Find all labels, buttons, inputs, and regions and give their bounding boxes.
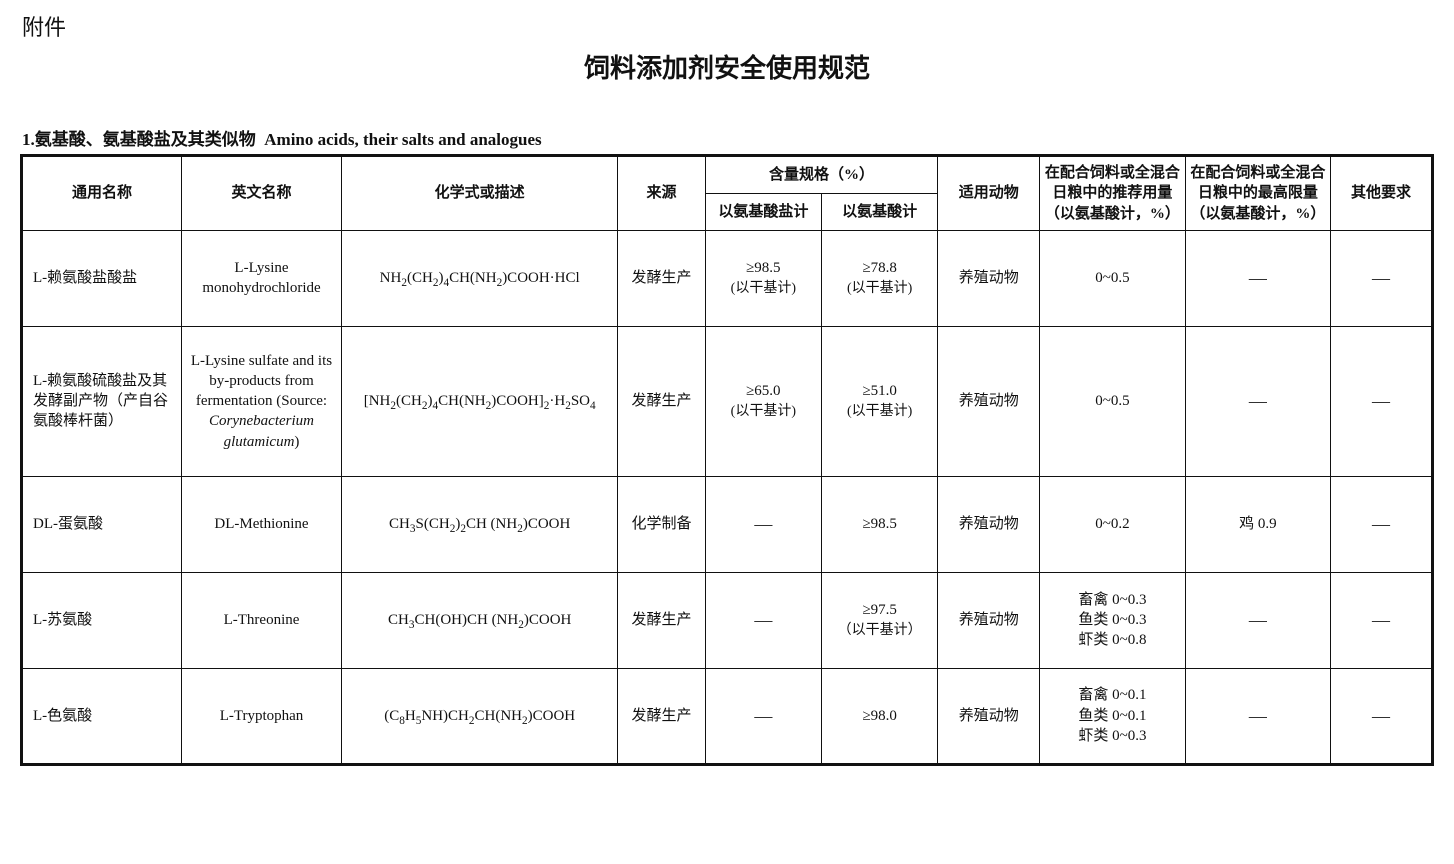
col-content-spec: 含量规格（%） bbox=[705, 156, 938, 194]
table-row: L-赖氨酸硫酸盐及其发酵副产物（产自谷氨酸棒杆菌）L-Lysine sulfat… bbox=[22, 326, 1433, 476]
table-row: L-色氨酸L-Tryptophan(C8H5NH)CH2CH(NH2)COOH发… bbox=[22, 668, 1433, 764]
table-body: L-赖氨酸盐酸盐L-Lysine monohydrochlorideNH2(CH… bbox=[22, 230, 1433, 764]
table-row: L-苏氨酸L-ThreonineCH3CH(OH)CH (NH2)COOH发酵生… bbox=[22, 572, 1433, 668]
cell-common-name: L-赖氨酸硫酸盐及其发酵副产物（产自谷氨酸棒杆菌） bbox=[22, 326, 182, 476]
table-row: DL-蛋氨酸DL-MethionineCH3S(CH2)2CH (NH2)COO… bbox=[22, 476, 1433, 572]
cell-english-name: DL-Methionine bbox=[182, 476, 342, 572]
cell-source: 发酵生产 bbox=[618, 668, 705, 764]
cell-formula: [NH2(CH2)4CH(NH2)COOH]2·H2SO4 bbox=[342, 326, 618, 476]
cell-max-limit: — bbox=[1185, 668, 1330, 764]
section-number: 1. bbox=[22, 130, 35, 149]
cell-other: — bbox=[1331, 668, 1433, 764]
attachment-label: 附件 bbox=[22, 10, 1434, 42]
cell-other: — bbox=[1331, 476, 1433, 572]
amino-acids-table: 通用名称 英文名称 化学式或描述 来源 含量规格（%） 适用动物 在配合饲料或全… bbox=[20, 154, 1434, 766]
cell-content-acid: ≥98.0 bbox=[822, 668, 938, 764]
table-row: L-赖氨酸盐酸盐L-Lysine monohydrochlorideNH2(CH… bbox=[22, 230, 1433, 326]
col-recommended: 在配合饲料或全混合日粮中的推荐用量（以氨基酸计，%） bbox=[1040, 156, 1185, 231]
cell-english-name: L-Threonine bbox=[182, 572, 342, 668]
cell-english-name: L-Tryptophan bbox=[182, 668, 342, 764]
cell-formula: (C8H5NH)CH2CH(NH2)COOH bbox=[342, 668, 618, 764]
cell-content-acid: ≥51.0(以干基计) bbox=[822, 326, 938, 476]
cell-source: 发酵生产 bbox=[618, 230, 705, 326]
cell-animals: 养殖动物 bbox=[938, 476, 1040, 572]
section-title-cn: 氨基酸、氨基酸盐及其类似物 bbox=[35, 130, 256, 149]
cell-source: 发酵生产 bbox=[618, 326, 705, 476]
cell-recommended: 0~0.2 bbox=[1040, 476, 1185, 572]
col-source: 来源 bbox=[618, 156, 705, 231]
cell-other: — bbox=[1331, 326, 1433, 476]
cell-common-name: L-色氨酸 bbox=[22, 668, 182, 764]
col-english-name: 英文名称 bbox=[182, 156, 342, 231]
cell-source: 化学制备 bbox=[618, 476, 705, 572]
col-other: 其他要求 bbox=[1331, 156, 1433, 231]
section-title-en: Amino acids, their salts and analogues bbox=[264, 130, 541, 149]
cell-max-limit: — bbox=[1185, 230, 1330, 326]
cell-animals: 养殖动物 bbox=[938, 326, 1040, 476]
col-formula: 化学式或描述 bbox=[342, 156, 618, 231]
cell-other: — bbox=[1331, 230, 1433, 326]
col-content-salt: 以氨基酸盐计 bbox=[705, 193, 821, 230]
cell-recommended: 0~0.5 bbox=[1040, 230, 1185, 326]
cell-content-salt: — bbox=[705, 476, 821, 572]
col-content-acid: 以氨基酸计 bbox=[822, 193, 938, 230]
cell-formula: NH2(CH2)4CH(NH2)COOH·HCl bbox=[342, 230, 618, 326]
cell-content-salt: — bbox=[705, 572, 821, 668]
cell-content-acid: ≥97.5（以干基计） bbox=[822, 572, 938, 668]
cell-content-salt: ≥65.0(以干基计) bbox=[705, 326, 821, 476]
cell-common-name: L-赖氨酸盐酸盐 bbox=[22, 230, 182, 326]
cell-formula: CH3S(CH2)2CH (NH2)COOH bbox=[342, 476, 618, 572]
main-title: 饲料添加剂安全使用规范 bbox=[20, 48, 1434, 85]
cell-animals: 养殖动物 bbox=[938, 230, 1040, 326]
cell-max-limit: 鸡 0.9 bbox=[1185, 476, 1330, 572]
cell-animals: 养殖动物 bbox=[938, 572, 1040, 668]
cell-english-name: L-Lysine sulfate and its by-products fro… bbox=[182, 326, 342, 476]
cell-other: — bbox=[1331, 572, 1433, 668]
col-max-limit: 在配合饲料或全混合日粮中的最高限量（以氨基酸计，%） bbox=[1185, 156, 1330, 231]
cell-english-name: L-Lysine monohydrochloride bbox=[182, 230, 342, 326]
cell-common-name: DL-蛋氨酸 bbox=[22, 476, 182, 572]
table-header: 通用名称 英文名称 化学式或描述 来源 含量规格（%） 适用动物 在配合饲料或全… bbox=[22, 156, 1433, 231]
cell-max-limit: — bbox=[1185, 572, 1330, 668]
cell-recommended: 畜禽 0~0.1 鱼类 0~0.1 虾类 0~0.3 bbox=[1040, 668, 1185, 764]
col-common-name: 通用名称 bbox=[22, 156, 182, 231]
cell-animals: 养殖动物 bbox=[938, 668, 1040, 764]
section-title: 1.氨基酸、氨基酸盐及其类似物 Amino acids, their salts… bbox=[22, 125, 1434, 150]
cell-max-limit: — bbox=[1185, 326, 1330, 476]
cell-content-salt: ≥98.5(以干基计) bbox=[705, 230, 821, 326]
cell-formula: CH3CH(OH)CH (NH2)COOH bbox=[342, 572, 618, 668]
cell-source: 发酵生产 bbox=[618, 572, 705, 668]
cell-recommended: 0~0.5 bbox=[1040, 326, 1185, 476]
col-animals: 适用动物 bbox=[938, 156, 1040, 231]
cell-recommended: 畜禽 0~0.3 鱼类 0~0.3 虾类 0~0.8 bbox=[1040, 572, 1185, 668]
cell-content-salt: — bbox=[705, 668, 821, 764]
cell-common-name: L-苏氨酸 bbox=[22, 572, 182, 668]
cell-content-acid: ≥98.5 bbox=[822, 476, 938, 572]
cell-content-acid: ≥78.8(以干基计) bbox=[822, 230, 938, 326]
